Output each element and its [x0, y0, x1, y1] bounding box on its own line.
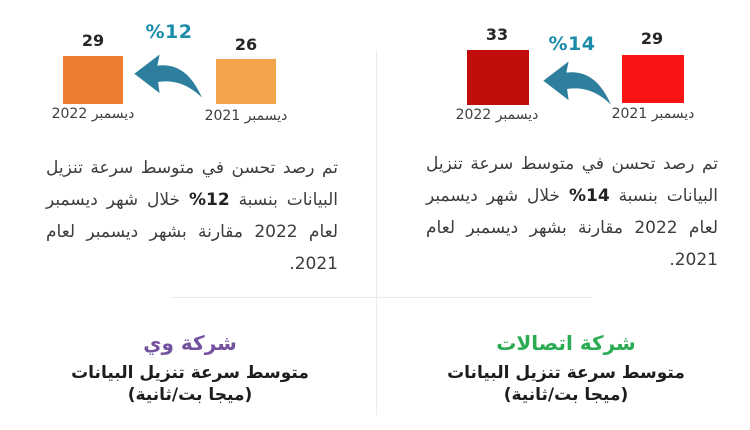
we-footer: شركة وي متوسط سرعة تنزيل البيانات (ميجا …	[40, 331, 340, 406]
we-2021-bar	[216, 59, 276, 104]
we-2022-label: ديسمبر 2022	[51, 106, 135, 122]
etisalat-2022-label: ديسمبر 2022	[455, 107, 539, 123]
etisalat-2021-value: 29	[640, 29, 664, 48]
we-2021-value: 26	[234, 35, 258, 54]
etisalat-description: تم رصد تحسن في متوسط سرعة تنزيل البيانات…	[426, 148, 718, 276]
etisalat-company-name: شركة اتصالات	[496, 331, 636, 355]
we-2022-value: 29	[81, 31, 105, 50]
we-metric-line2: (ميجا بت/ثانية)	[127, 385, 253, 405]
etisalat-2021-bar	[622, 55, 684, 103]
right-curved-arrow-icon	[543, 61, 611, 105]
arrow-shape	[134, 54, 202, 98]
we-2021-label: ديسمبر 2021	[204, 108, 288, 124]
etisalat-metric-line2: (ميجا بت/ثانية)	[503, 385, 629, 405]
etisalat-2022-bar	[467, 50, 529, 105]
arrow-shape	[543, 61, 611, 105]
etisalat-footer: شركة اتصالات متوسط سرعة تنزيل البيانات (…	[416, 331, 716, 406]
we-description-text-1: تم رصد تحسن في متوسط سرعة تنزيل البيانات…	[46, 158, 338, 210]
left-curved-arrow-icon	[134, 54, 202, 98]
etisalat-description-percent: 14%	[568, 186, 610, 206]
etisalat-2021-label: ديسمبر 2021	[611, 106, 695, 122]
etisalat-description-text-2: خلال شهر ديسمبر لعام 2022 مقارنة بشهر دي…	[426, 186, 719, 270]
we-2022-bar	[63, 56, 123, 104]
we-description-text-2: خلال شهر ديسمبر لعام 2022 مقارنة بشهر دي…	[46, 190, 339, 274]
we-company-name: شركة وي	[143, 331, 237, 355]
vertical-divider	[376, 50, 377, 415]
we-description: تم رصد تحسن في متوسط سرعة تنزيل البيانات…	[46, 152, 338, 280]
etisalat-description-text-1: تم رصد تحسن في متوسط سرعة تنزيل البيانات…	[426, 154, 718, 206]
etisalat-metric-line1: متوسط سرعة تنزيل البيانات	[447, 363, 685, 383]
etisalat-2022-value: 33	[485, 25, 509, 44]
etisalat-improvement-percent: %14	[548, 33, 596, 55]
horizontal-divider	[170, 297, 592, 298]
we-metric-line1: متوسط سرعة تنزيل البيانات	[71, 363, 309, 383]
we-improvement-percent: %12	[145, 21, 193, 43]
we-description-percent: 12%	[188, 190, 230, 210]
